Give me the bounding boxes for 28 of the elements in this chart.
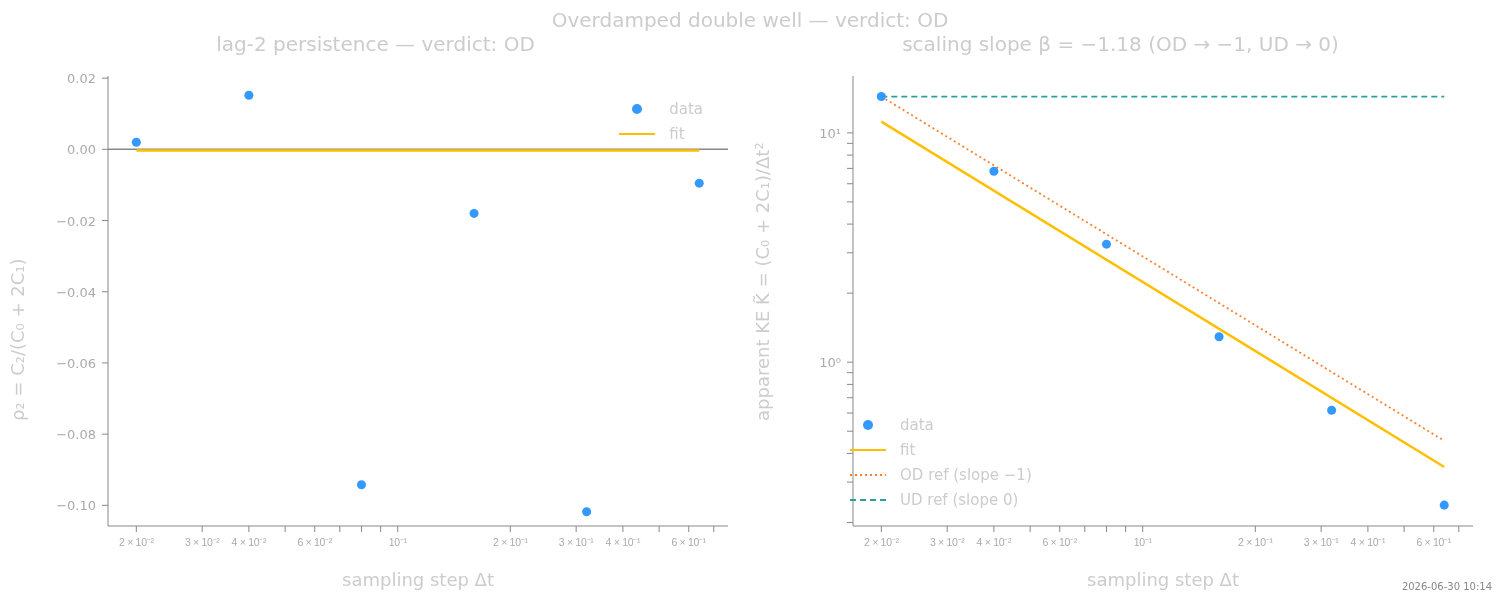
- x-tick-label: 3 × 10⁻²: [184, 536, 221, 548]
- x-tick-label: 3 × 10⁻²: [929, 536, 966, 548]
- x-tick-label: 3 × 10⁻¹: [558, 536, 595, 548]
- x-tick-label: 2 × 10⁻²: [864, 536, 900, 548]
- x-tick-label: 10⁻¹: [1133, 536, 1153, 548]
- y-tick-label: −0.10: [56, 498, 96, 514]
- y-tick-label: 0.02: [67, 71, 96, 87]
- x-tick-label: 2 × 10⁻¹: [1238, 536, 1274, 548]
- x-tick-label: 4 × 10⁻²: [231, 536, 267, 548]
- x-tick-label: 6 × 10⁻¹: [671, 536, 707, 548]
- x-tick-label: 4 × 10⁻¹: [605, 536, 641, 548]
- y-tick-label: 0.00: [67, 142, 96, 158]
- text: 2026-06-30 10:14: [1401, 581, 1492, 592]
- y-tick-label: 10⁰: [819, 355, 841, 371]
- x-tick-label: 10⁻¹: [388, 536, 408, 548]
- x-tick-label: 6 × 10⁻¹: [1416, 536, 1452, 548]
- x-tick-label: 4 × 10⁻¹: [1350, 536, 1386, 548]
- x-tick-label: 2 × 10⁻²: [119, 536, 155, 548]
- x-tick-label: 6 × 10⁻²: [1042, 536, 1078, 548]
- y-tick-label: −0.08: [56, 427, 96, 443]
- x-tick-label: 6 × 10⁻²: [297, 536, 333, 548]
- x-tick-label: 3 × 10⁻¹: [1303, 536, 1340, 548]
- y-tick-label: −0.04: [56, 284, 96, 300]
- y-tick-label: −0.02: [56, 213, 96, 229]
- y-tick-label: −0.06: [56, 355, 96, 371]
- y-tick-label: 10¹: [819, 125, 841, 141]
- x-tick-label: 2 × 10⁻¹: [493, 536, 529, 548]
- x-tick-label: 4 × 10⁻²: [976, 536, 1012, 548]
